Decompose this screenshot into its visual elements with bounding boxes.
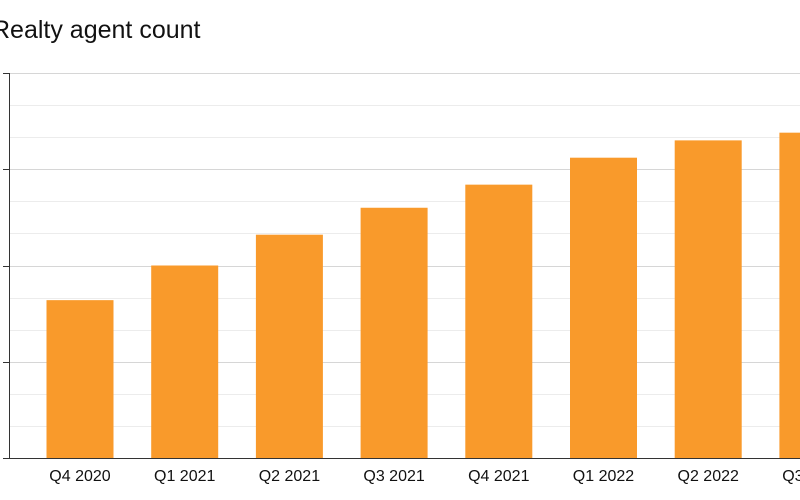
bar-q4-2020: [46, 300, 114, 458]
bar-q1-2022: [570, 157, 637, 458]
x-tick-label: Q1 2022: [573, 468, 634, 485]
bar-q1-2021: [151, 265, 219, 458]
x-tick-label: Q4 2021: [468, 468, 529, 485]
x-axis-labels: Q4 2020 Q1 2021 Q2 2021 Q3 2021 Q4 2021 Q1 20…: [49, 468, 800, 485]
bars: [46, 132, 800, 459]
x-tick-label: Q3 2022: [782, 468, 800, 485]
bar-q4-2021: [465, 184, 533, 458]
bar-q2-2022: [674, 140, 742, 458]
x-tick-label: Q4 2020: [49, 468, 110, 485]
x-tick-label: Q2 2021: [259, 468, 320, 485]
y-axis: [3, 73, 800, 459]
chart-title: Realty agent count: [0, 16, 201, 44]
x-tick-label: Q2 2022: [678, 468, 739, 485]
bar-q3-2021: [360, 207, 428, 458]
bar-q3-2022: [779, 132, 800, 459]
bar-q2-2021: [255, 234, 323, 458]
x-tick-label: Q1 2021: [154, 468, 215, 485]
x-tick-label: Q3 2021: [363, 468, 424, 485]
